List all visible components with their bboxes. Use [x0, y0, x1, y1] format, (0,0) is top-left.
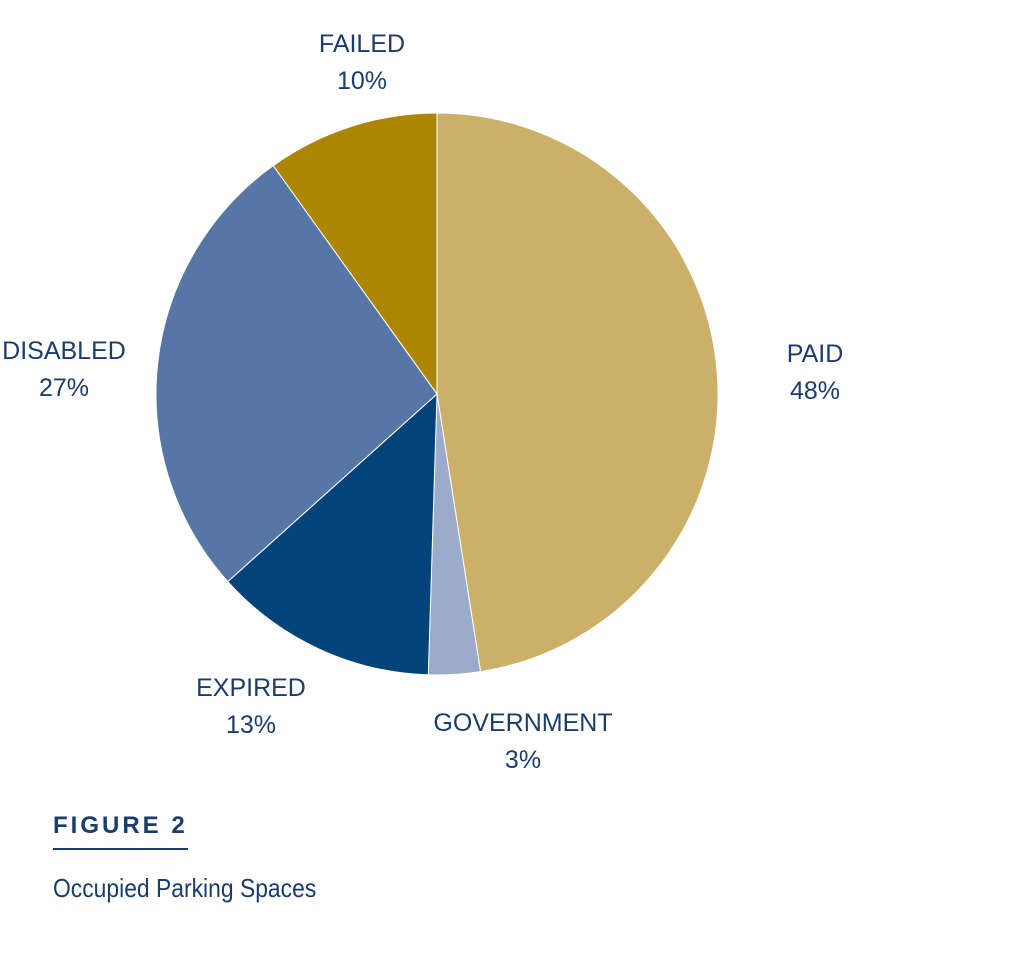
slice-value-government: 3% — [505, 746, 541, 774]
slice-value-paid: 48% — [790, 377, 840, 405]
pie-slice-failed — [272, 112, 438, 396]
slice-label-paid: PAID — [787, 340, 844, 368]
pie-chart: PAID 48% GOVERNMENT 3% EXPIRED 13% DISABLED 27%… — [2, 30, 843, 774]
pie-slices — [155, 112, 719, 676]
figure-number: FIGURE 2 — [53, 808, 188, 850]
slice-label-failed: FAILED — [319, 30, 405, 58]
slice-label-government: GOVERNMENT — [433, 709, 612, 737]
chart-title: Occupied Parking Spaces — [53, 873, 317, 903]
pie-slice-paid — [436, 112, 719, 673]
slice-value-expired: 13% — [226, 711, 276, 739]
slice-label-expired: EXPIRED — [196, 674, 306, 702]
pie-slice-disabled — [155, 164, 438, 583]
slice-label-disabled: DISABLED — [2, 337, 126, 365]
slice-value-disabled: 27% — [39, 374, 89, 402]
pie-slice-expired — [227, 392, 438, 676]
slice-value-failed: 10% — [337, 67, 387, 95]
pie-labels: PAID 48% GOVERNMENT 3% EXPIRED 13% DISABLED 27%… — [2, 30, 843, 774]
